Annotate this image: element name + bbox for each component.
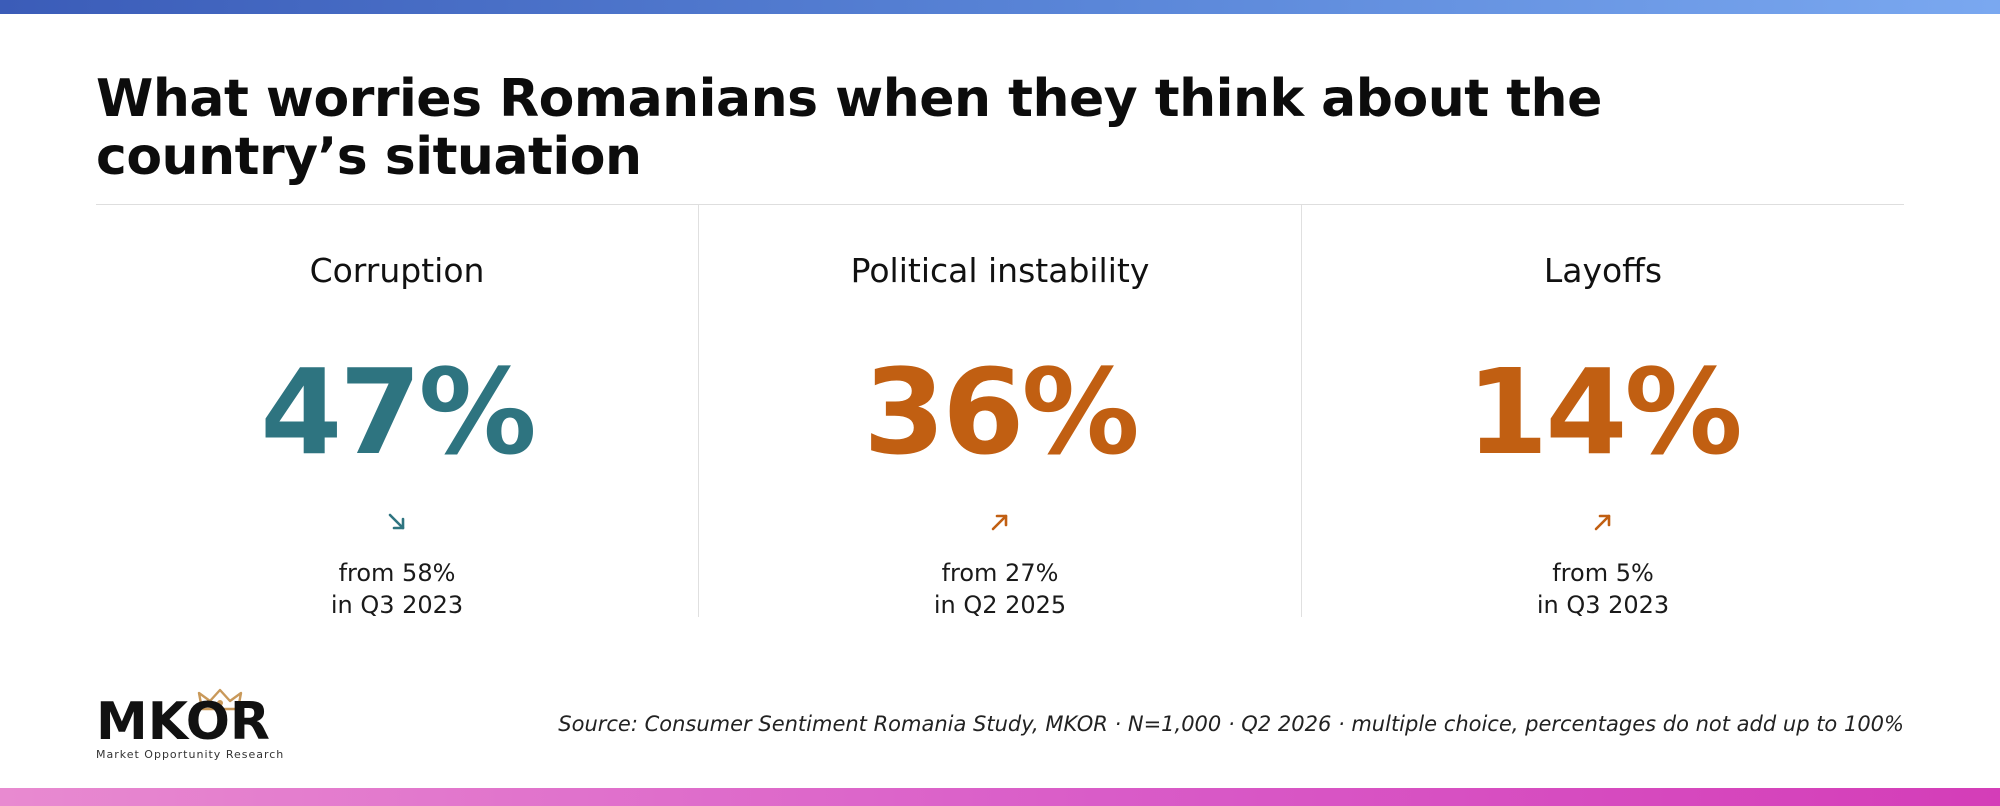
stat-panels: Corruption 47% from 58% in Q3 2023 Polit…	[96, 205, 1904, 619]
arrow-up-right-icon	[1594, 514, 1611, 531]
stat-panel-corruption: Corruption 47% from 58% in Q3 2023	[96, 205, 698, 619]
stat-panel-political-instability: Political instability 36% from 27% in Q2…	[698, 205, 1301, 619]
stat-from-value: from 5%	[1552, 559, 1654, 587]
top-accent-bar	[0, 0, 2000, 14]
bottom-accent-bar	[0, 788, 2000, 806]
stat-from-value: from 27%	[941, 559, 1059, 587]
stat-from-period: in Q3 2023	[330, 591, 464, 619]
stat-comparison: from 27% in Q2 2025	[699, 557, 1301, 621]
mkor-logo: MKOR Market Opportunity Research	[96, 688, 336, 764]
crown-icon	[197, 688, 243, 711]
stat-value: 36%	[863, 343, 1139, 481]
stat-label: Corruption	[309, 251, 485, 290]
logo-wordmark: MKOR	[96, 692, 270, 752]
stat-comparison: from 58% in Q3 2023	[96, 557, 698, 621]
title-divider	[96, 204, 1904, 205]
stat-from-period: in Q2 2025	[933, 591, 1067, 619]
stat-from-value: from 58%	[338, 559, 456, 587]
page-title: What worries Romanians when they think a…	[96, 69, 1602, 187]
stat-label: Layoffs	[1543, 251, 1663, 290]
stat-comparison: from 5% in Q3 2023	[1302, 557, 1904, 621]
arrow-down-right-icon	[388, 513, 405, 530]
arrow-up-right-icon	[991, 514, 1008, 531]
stat-from-period: in Q3 2023	[1536, 591, 1670, 619]
logo-tagline: Market Opportunity Research	[96, 748, 285, 761]
stat-value: 14%	[1466, 343, 1742, 481]
source-note: Source: Consumer Sentiment Romania Study…	[558, 712, 1904, 736]
stat-value: 47%	[260, 343, 536, 481]
stat-label: Political instability	[850, 251, 1150, 290]
stat-panel-layoffs: Layoffs 14% from 5% in Q3 2023	[1301, 205, 1904, 619]
